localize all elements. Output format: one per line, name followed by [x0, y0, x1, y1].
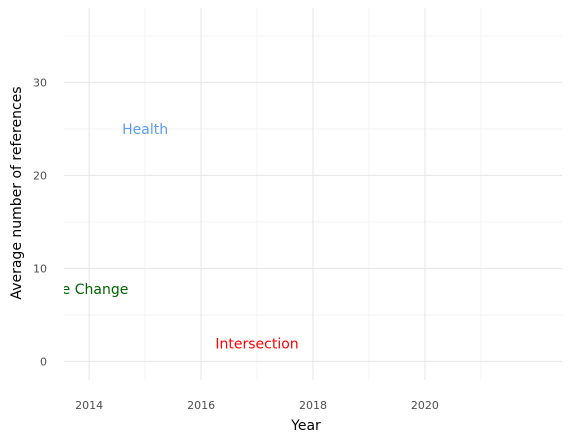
annotation-label: Intersection: [215, 337, 298, 353]
x-tick-label: 2018: [299, 399, 327, 412]
y-tick-labels: 0 10 20 30: [33, 76, 47, 368]
grid-major: [64, 8, 562, 380]
y-tick-label: 10: [33, 262, 47, 275]
y-axis-title: Average number of references: [9, 86, 25, 299]
y-tick-label: 20: [33, 169, 47, 182]
y-tick-label: 30: [33, 76, 47, 89]
annotation-label: Climate Change: [16, 282, 128, 298]
annotation-label: Health: [122, 122, 168, 138]
y-tick-label: 0: [40, 355, 47, 368]
x-tick-label: 2016: [187, 399, 215, 412]
annotations: Health Climate Change Intersection: [16, 122, 299, 353]
x-tick-label: 2014: [75, 399, 103, 412]
x-tick-label: 2020: [411, 399, 439, 412]
x-axis-title: Year: [290, 418, 321, 434]
x-tick-labels: 2014 2016 2018 2020: [75, 399, 439, 412]
